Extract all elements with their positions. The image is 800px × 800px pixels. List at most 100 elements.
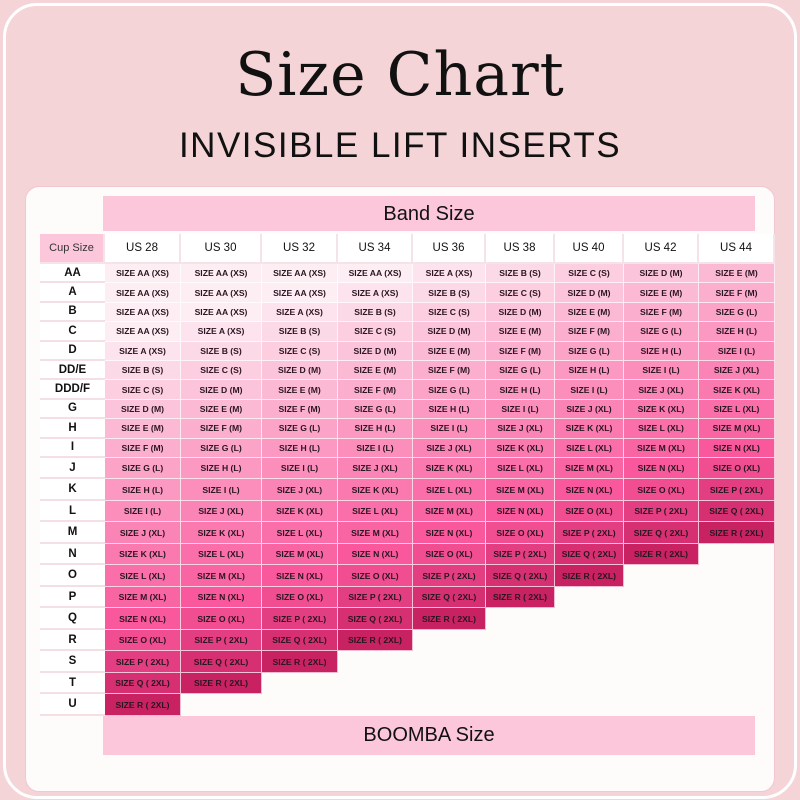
size-cell: SIZE B (S) <box>338 302 413 323</box>
size-cell: SIZE R ( 2XL) <box>262 651 338 673</box>
size-cell: SIZE I (L) <box>624 360 699 381</box>
size-cell: SIZE C (S) <box>181 360 262 381</box>
size-cell: SIZE Q ( 2XL) <box>262 629 338 652</box>
size-cell: SIZE R ( 2XL) <box>413 608 486 630</box>
size-cell: SIZE A (XS) <box>181 322 262 342</box>
size-cell: SIZE K (XL) <box>486 438 555 458</box>
empty-cell <box>555 608 624 630</box>
size-cell: SIZE F (M) <box>181 419 262 439</box>
cup-size-label: J <box>40 457 105 480</box>
empty-cell <box>486 673 555 695</box>
empty-cell <box>624 587 699 609</box>
cup-size-label: DD/E <box>40 360 105 381</box>
size-cell: SIZE I (L) <box>181 479 262 501</box>
size-cell: SIZE D (M) <box>413 322 486 342</box>
size-cell: SIZE K (XL) <box>338 479 413 501</box>
band-column-header: US 28 <box>105 234 181 264</box>
empty-cell <box>338 651 413 673</box>
table-row: O SIZE L (XL) SIZE M (XL) SIZE N (XL) SIZE O… <box>40 565 775 587</box>
size-cell: SIZE F (M) <box>486 341 555 361</box>
size-cell: SIZE K (XL) <box>699 380 775 400</box>
cup-size-label: H <box>40 419 105 439</box>
size-cell: SIZE H (L) <box>262 438 338 458</box>
size-cell: SIZE M (XL) <box>699 419 775 439</box>
table-row: C SIZE AA (XS) SIZE A (XS) SIZE B (S) SIZE C… <box>40 322 775 342</box>
empty-cell <box>555 694 624 716</box>
cup-size-label: I <box>40 438 105 458</box>
size-cell: SIZE P ( 2XL) <box>262 608 338 630</box>
size-cell: SIZE C (S) <box>413 302 486 323</box>
size-cell: SIZE Q ( 2XL) <box>555 543 624 566</box>
empty-cell <box>699 544 775 566</box>
band-column-header: US 38 <box>486 234 555 264</box>
table-row: L SIZE I (L) SIZE J (XL) SIZE K (XL) SIZE L … <box>40 500 775 523</box>
empty-cell <box>699 673 775 695</box>
size-cell: SIZE A (XS) <box>413 264 486 284</box>
size-cell: SIZE G (L) <box>105 457 181 480</box>
size-cell: SIZE N (XL) <box>262 565 338 587</box>
empty-cell <box>555 673 624 695</box>
size-cell: SIZE I (L) <box>338 438 413 458</box>
size-cell: SIZE G (L) <box>555 341 624 361</box>
empty-cell <box>555 630 624 652</box>
boomba-size-footer: BOOMBA Size <box>103 716 755 755</box>
size-cell: SIZE J (XL) <box>262 479 338 501</box>
size-table: Cup Size US 28 US 30 US 32 US 34 US 36 US 38 U… <box>40 234 775 716</box>
size-cell: SIZE G (L) <box>338 399 413 420</box>
size-cell: SIZE I (L) <box>105 500 181 523</box>
size-cell: SIZE L (XL) <box>486 457 555 480</box>
size-cell: SIZE J (XL) <box>338 457 413 480</box>
size-cell: SIZE O (XL) <box>262 586 338 609</box>
size-cell: SIZE L (XL) <box>555 438 624 458</box>
size-cell: SIZE Q ( 2XL) <box>181 651 262 673</box>
band-column-header: US 42 <box>624 234 699 264</box>
size-cell: SIZE P ( 2XL) <box>105 651 181 673</box>
cup-size-label: U <box>40 694 105 716</box>
size-cell: SIZE Q ( 2XL) <box>624 522 699 544</box>
size-cell: SIZE R ( 2XL) <box>338 629 413 652</box>
cup-size-label: AA <box>40 264 105 284</box>
size-cell: SIZE G (L) <box>262 419 338 439</box>
size-cell: SIZE P ( 2XL) <box>555 522 624 544</box>
size-cell: SIZE E (M) <box>413 341 486 361</box>
size-cell: SIZE O (XL) <box>413 543 486 566</box>
size-cell: SIZE H (L) <box>105 479 181 501</box>
size-cell: SIZE E (M) <box>555 302 624 323</box>
size-cell: SIZE O (XL) <box>555 500 624 523</box>
size-cell: SIZE F (M) <box>624 302 699 323</box>
size-cell: SIZE F (M) <box>699 283 775 303</box>
size-cell: SIZE G (L) <box>699 302 775 323</box>
size-cell: SIZE O (XL) <box>699 457 775 480</box>
cup-size-label: Q <box>40 608 105 630</box>
cup-size-label: P <box>40 586 105 609</box>
size-cell: SIZE I (L) <box>699 341 775 361</box>
table-row: DD/E SIZE B (S) SIZE C (S) SIZE D (M) SIZE E… <box>40 360 775 381</box>
size-cell: SIZE C (S) <box>105 380 181 400</box>
size-cell: SIZE R ( 2XL) <box>699 522 775 544</box>
cup-size-label: T <box>40 672 105 695</box>
size-cell: SIZE N (XL) <box>181 586 262 609</box>
page-title: Size Chart <box>235 40 565 110</box>
size-cell: SIZE D (M) <box>181 380 262 400</box>
size-cell: SIZE AA (XS) <box>105 302 181 323</box>
size-cell: SIZE A (XS) <box>338 283 413 303</box>
size-cell: SIZE H (L) <box>555 360 624 381</box>
page-subtitle: INVISIBLE LIFT INSERTS <box>178 126 622 165</box>
table-row: R SIZE O (XL) SIZE P ( 2XL) SIZE Q ( 2XL) SI… <box>40 629 775 652</box>
cup-size-label: L <box>40 500 105 523</box>
size-cell: SIZE E (M) <box>699 264 775 284</box>
size-cell: SIZE N (XL) <box>338 543 413 566</box>
size-cell: SIZE AA (XS) <box>338 264 413 284</box>
size-cell: SIZE G (L) <box>624 322 699 342</box>
size-cell: SIZE B (S) <box>262 322 338 342</box>
size-cell: SIZE AA (XS) <box>105 264 181 284</box>
size-cell: SIZE AA (XS) <box>181 302 262 323</box>
size-cell: SIZE L (XL) <box>413 479 486 501</box>
empty-cell <box>486 608 555 630</box>
size-cell: SIZE B (S) <box>486 264 555 284</box>
size-cell: SIZE H (L) <box>699 322 775 342</box>
cup-size-label: D <box>40 341 105 361</box>
empty-cell <box>624 694 699 716</box>
empty-cell <box>413 651 486 673</box>
table-row: Q SIZE N (XL) SIZE O (XL) SIZE P ( 2XL) SIZE… <box>40 608 775 630</box>
